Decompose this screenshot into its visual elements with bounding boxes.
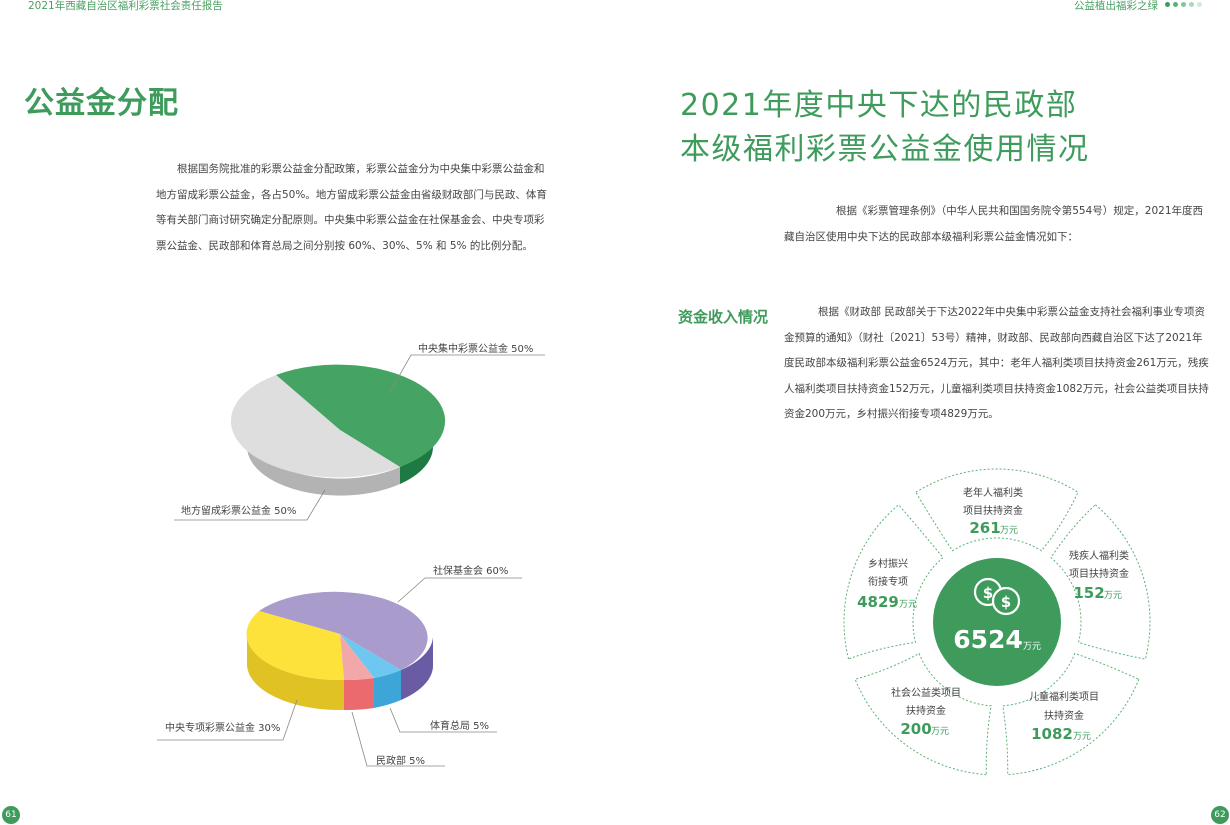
left-paragraph-text: 根据国务院批准的彩票公益金分配政策，彩票公益金分为中央集中彩票公益金和地方留成彩… bbox=[156, 163, 547, 252]
funds-ring-chart bbox=[843, 468, 1151, 776]
seg-rural-line2: 衔接专项 bbox=[868, 575, 908, 588]
pie2-leader-sports bbox=[389, 707, 497, 733]
seg-elderly-value: 261 bbox=[969, 519, 1000, 537]
pie2-leader-social bbox=[397, 577, 522, 603]
seg-social-unit: 万元 bbox=[931, 727, 949, 737]
seg-disabled-line2: 项目扶持资金 bbox=[1069, 567, 1129, 580]
pie1-side-local bbox=[247, 430, 400, 496]
page-number-left: 61 bbox=[2, 806, 20, 824]
header-left-title: 2021年西藏自治区福利彩票社会责任报告 bbox=[28, 0, 223, 12]
pie2-slice-central-special bbox=[246, 611, 344, 681]
seg-rural-line1: 乡村振兴 bbox=[868, 557, 908, 570]
seg-elderly-unit: 万元 bbox=[1000, 526, 1018, 536]
ring-center-unit: 万元 bbox=[1023, 642, 1041, 652]
ring-seg-rural bbox=[843, 504, 944, 660]
seg-rural-value: 4829 bbox=[857, 593, 899, 611]
seg-disabled-unit: 万元 bbox=[1104, 591, 1122, 601]
page-title-left: 公益金分配 bbox=[24, 86, 179, 121]
pie-chart-central-allocation: 社保基金会 60% 体育总局 5% 民政部 5% 中央专项彩票公益金 30% bbox=[157, 564, 522, 767]
pie2-side-social bbox=[401, 634, 434, 700]
pie2-label-central-special: 中央专项彩票公益金 30% bbox=[165, 721, 280, 734]
ring-seg-social bbox=[854, 652, 992, 776]
pie1-slice-central bbox=[276, 364, 446, 467]
right-intro: 根据《彩票管理条例》（中华人民共和国国务院令第554号）规定，2021年度西藏自… bbox=[784, 199, 1209, 250]
seg-social-value: 200 bbox=[900, 720, 931, 738]
section-label: 资金收入情况 bbox=[678, 308, 769, 326]
seg-children-value: 1082 bbox=[1031, 725, 1073, 743]
pie2-side-civil bbox=[344, 678, 374, 711]
pie2-leader-central-special bbox=[157, 699, 298, 741]
pie2-label-sports: 体育总局 5% bbox=[430, 719, 489, 732]
ring-center-total: 6524 bbox=[953, 625, 1023, 654]
ring-seg-disabled bbox=[1050, 504, 1151, 660]
header-dots-icon bbox=[1165, 2, 1202, 7]
page-title-right-line2: 本级福利彩票公益金使用情况 bbox=[680, 132, 1090, 167]
pie2-side-central-special bbox=[246, 634, 344, 711]
left-paragraph: 根据国务院批准的彩票公益金分配政策，彩票公益金分为中央集中彩票公益金和地方留成彩… bbox=[156, 157, 552, 259]
seg-disabled-value: 152 bbox=[1073, 584, 1104, 602]
seg-rural-unit: 万元 bbox=[899, 600, 917, 610]
pie-chart-distribution: 中央集中彩票公益金 50% 地方留成彩票公益金 50% bbox=[174, 342, 545, 521]
pie2-label-civil: 民政部 5% bbox=[376, 754, 425, 767]
pie1-side-central bbox=[400, 430, 433, 484]
seg-children-line1: 儿童福利类项目 bbox=[1029, 690, 1099, 703]
seg-elderly-line2: 项目扶持资金 bbox=[963, 504, 1023, 517]
right-intro-text: 根据《彩票管理条例》（中华人民共和国国务院令第554号）规定，2021年度西藏自… bbox=[784, 205, 1204, 243]
pie2-side-sports bbox=[374, 670, 401, 708]
seg-social-line2: 扶持资金 bbox=[906, 704, 946, 717]
pie1-label-local: 地方留成彩票公益金 50% bbox=[181, 504, 296, 517]
svg-text:$: $ bbox=[1001, 593, 1011, 611]
page-title-right-line1: 2021年度中央下达的民政部 bbox=[680, 88, 1078, 123]
dollar-coins-icon: $ $ bbox=[973, 577, 1021, 616]
section-paragraph: 根据《财政部 民政部关于下达2022年中央集中彩票公益金支持社会福利事业专项资金… bbox=[784, 300, 1209, 428]
header-right-title: 公益植出福彩之绿 bbox=[1074, 0, 1158, 12]
pie2-slice-social bbox=[259, 591, 428, 670]
section-paragraph-text: 根据《财政部 民政部关于下达2022年中央集中彩票公益金支持社会福利事业专项资金… bbox=[784, 306, 1209, 421]
pie2-slice-civil bbox=[340, 634, 374, 681]
pie1-slice-local bbox=[230, 375, 400, 478]
svg-text:$: $ bbox=[983, 584, 993, 602]
seg-disabled-line1: 残疾人福利类 bbox=[1069, 549, 1129, 562]
pie1-leader-central bbox=[389, 354, 545, 393]
pie1-label-central: 中央集中彩票公益金 50% bbox=[418, 342, 533, 355]
seg-social-line1: 社会公益类项目 bbox=[891, 686, 961, 699]
pie2-leader-civil bbox=[351, 711, 445, 767]
ring-seg-elderly bbox=[915, 468, 1079, 552]
seg-elderly-line1: 老年人福利类 bbox=[963, 486, 1023, 499]
ring-center-circle bbox=[933, 558, 1061, 686]
seg-children-line2: 扶持资金 bbox=[1044, 709, 1084, 722]
pie2-label-social: 社保基金会 60% bbox=[433, 564, 508, 577]
seg-children-unit: 万元 bbox=[1073, 732, 1091, 742]
pie2-slice-sports bbox=[340, 634, 401, 678]
pie1-leader-local bbox=[174, 489, 326, 521]
page-number-right: 62 bbox=[1211, 806, 1229, 824]
